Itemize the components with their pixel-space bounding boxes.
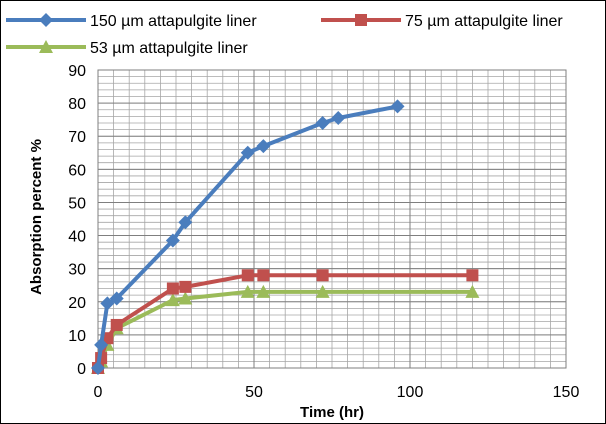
data-point-triangle xyxy=(256,284,271,298)
data-point-triangle xyxy=(178,291,193,305)
data-point-diamond xyxy=(315,115,330,130)
data-point-square xyxy=(316,269,329,282)
legend-entry-1: 150 µm attapulgite liner xyxy=(6,13,257,30)
y-tick-label: 0 xyxy=(77,361,86,378)
data-point-diamond xyxy=(100,296,115,311)
y-tick-label: 90 xyxy=(68,63,86,80)
data-point-diamond xyxy=(331,111,346,126)
data-point-triangle xyxy=(165,293,180,307)
y-tick-label: 20 xyxy=(68,295,86,312)
legend: 150 µm attapulgite liner 75 µm attapulgit… xyxy=(6,13,563,57)
legend-label: 150 µm attapulgite liner xyxy=(90,13,257,30)
gridlines xyxy=(97,69,567,369)
x-tick-label: 100 xyxy=(397,384,424,401)
y-tick-label: 50 xyxy=(68,195,86,212)
x-axis-title: Time (hr) xyxy=(300,404,364,421)
axes xyxy=(97,69,567,369)
x-tick-label: 0 xyxy=(94,384,103,401)
legend-entry-2: 75 µm attapulgite liner xyxy=(321,13,563,30)
plot-border xyxy=(97,69,567,369)
data-point-square xyxy=(179,280,192,293)
data-point-diamond xyxy=(390,99,405,114)
data-point-square xyxy=(110,318,123,331)
y-axis-title: Absorption percent % xyxy=(28,139,45,295)
data-point-diamond xyxy=(256,139,271,154)
data-point-square xyxy=(166,282,179,295)
legend-label: 75 µm attapulgite liner xyxy=(405,13,563,30)
data-point-square xyxy=(257,269,270,282)
series-1 xyxy=(91,99,405,375)
data-point-diamond xyxy=(165,233,180,248)
data-point-square xyxy=(466,269,479,282)
data-point-diamond xyxy=(94,337,109,352)
y-tick-label: 30 xyxy=(68,262,86,279)
x-tick-label: 50 xyxy=(245,384,263,401)
data-point-triangle xyxy=(465,284,480,298)
data-point-diamond xyxy=(240,145,255,160)
tick-labels: 0 10 20 30 40 50 60 70 80 90 0 50 100 150 xyxy=(68,63,579,401)
y-tick-label: 70 xyxy=(68,129,86,146)
x-tick-label: 150 xyxy=(553,384,580,401)
data-point-diamond xyxy=(39,13,53,27)
data-point-triangle xyxy=(315,284,330,298)
y-tick-label: 60 xyxy=(68,162,86,179)
series-layer xyxy=(91,99,480,375)
data-point-triangle xyxy=(39,40,53,53)
legend-label: 53 µm attapulgite liner xyxy=(90,40,248,57)
y-tick-label: 40 xyxy=(68,229,86,246)
data-point-square xyxy=(241,269,254,282)
data-point-diamond xyxy=(91,361,105,375)
y-tick-label: 10 xyxy=(68,328,86,345)
data-point-square xyxy=(355,14,367,26)
data-point-diamond xyxy=(109,291,124,306)
legend-entry-3: 53 µm attapulgite liner xyxy=(6,40,248,57)
y-tick-label: 80 xyxy=(68,96,86,113)
data-point-triangle xyxy=(240,284,255,298)
data-point-diamond xyxy=(178,215,193,230)
